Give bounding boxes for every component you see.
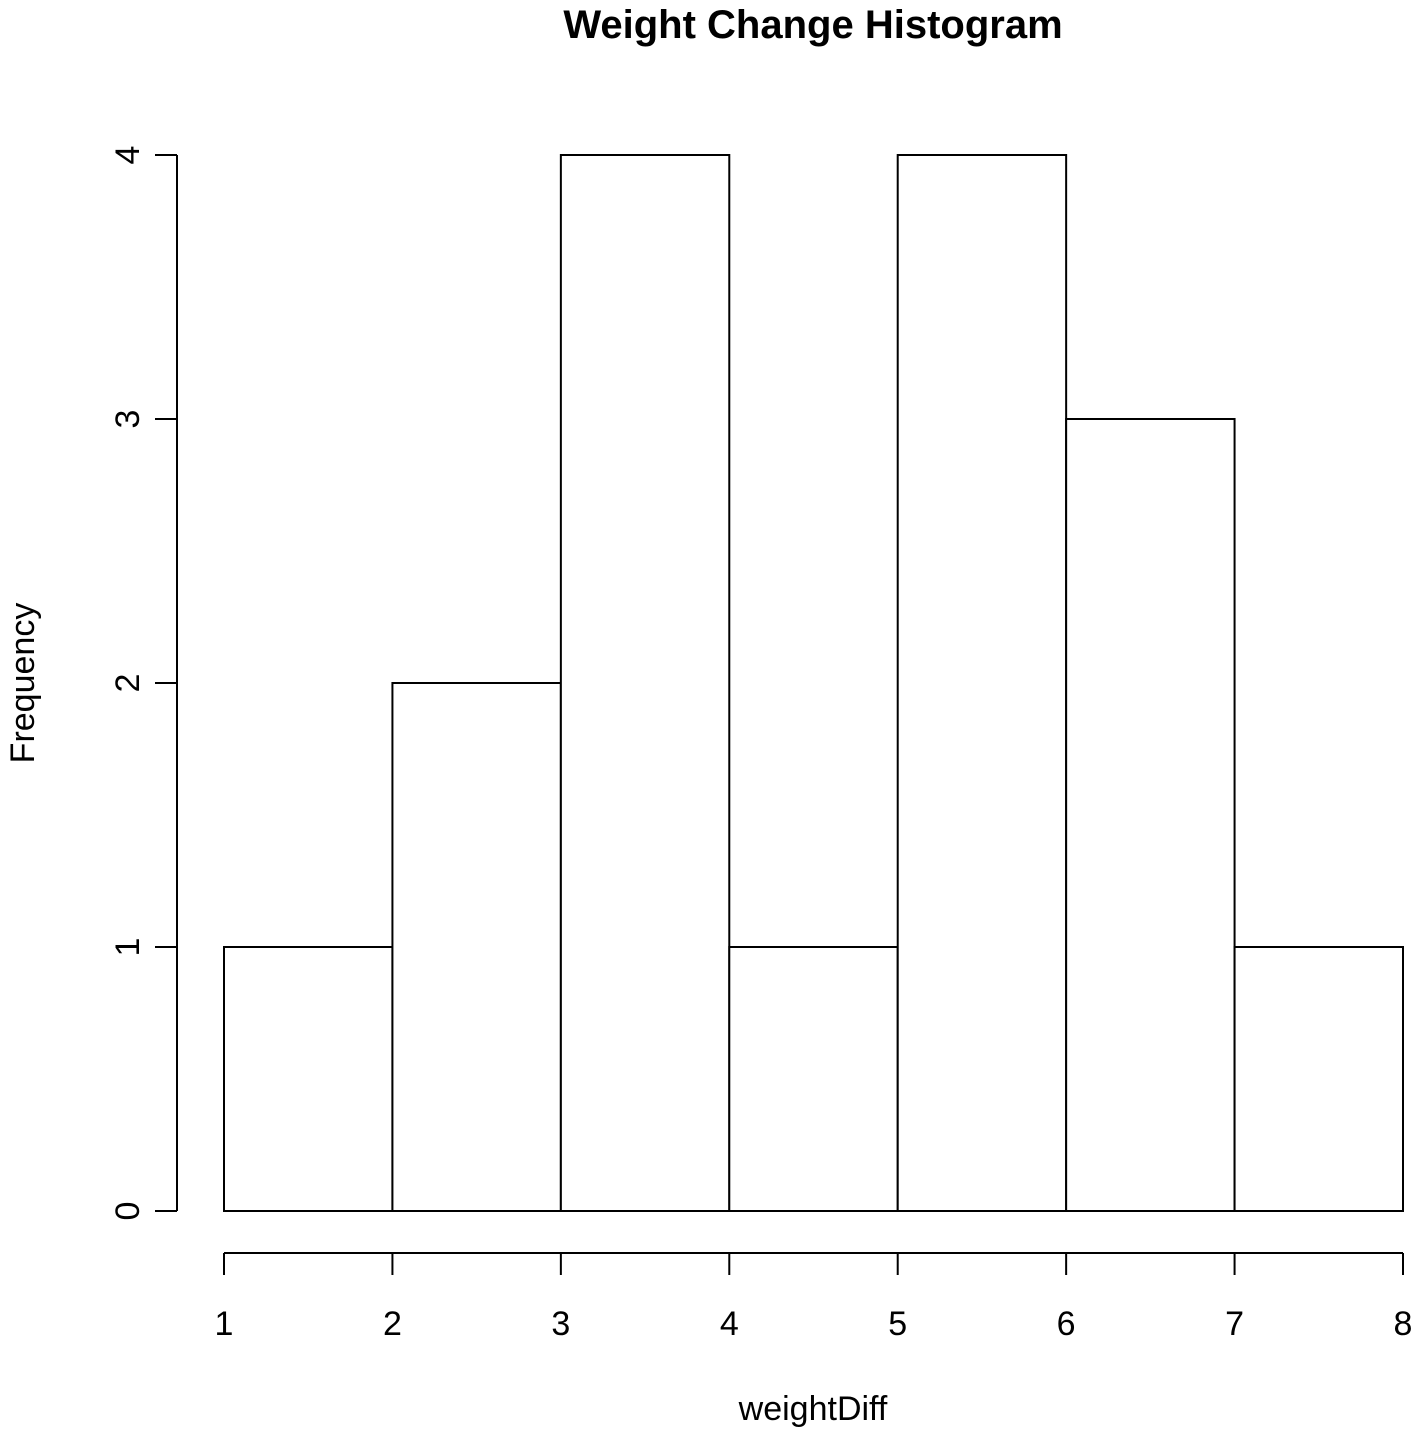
y-ticks-group: 0 1 2 3 4: [109, 146, 177, 1221]
histogram-bar: [559, 154, 731, 1212]
y-axis-title: Frequency: [4, 603, 42, 764]
x-ticks-group: 1 2 3 4 5 6 7 8: [215, 1253, 1413, 1343]
histogram-bar: [391, 682, 562, 1212]
histogram-bar: [1233, 946, 1404, 1212]
y-tick-label: 4: [109, 146, 147, 165]
y-tick-label: 2: [109, 674, 147, 693]
histogram-bar: [728, 946, 899, 1212]
y-tick-label: 3: [109, 410, 147, 429]
histogram-bar: [1065, 418, 1236, 1212]
histogram-bar: [896, 154, 1068, 1212]
bars-group: [223, 154, 1404, 1212]
y-tick-label: 1: [109, 938, 147, 957]
x-tick-label: 7: [1225, 1305, 1244, 1343]
chart-title: Weight Change Histogram: [563, 3, 1062, 47]
x-tick-label: 1: [215, 1305, 234, 1343]
x-tick-label: 5: [888, 1305, 907, 1343]
y-tick-label: 0: [109, 1202, 147, 1221]
x-tick-label: 8: [1394, 1305, 1413, 1343]
x-tick-label: 6: [1057, 1305, 1076, 1343]
x-tick-label: 3: [551, 1305, 570, 1343]
x-tick-label: 4: [720, 1305, 739, 1343]
x-tick-label: 2: [383, 1305, 402, 1343]
x-axis-title: weightDiff: [738, 1390, 888, 1428]
histogram-bar: [223, 946, 394, 1212]
